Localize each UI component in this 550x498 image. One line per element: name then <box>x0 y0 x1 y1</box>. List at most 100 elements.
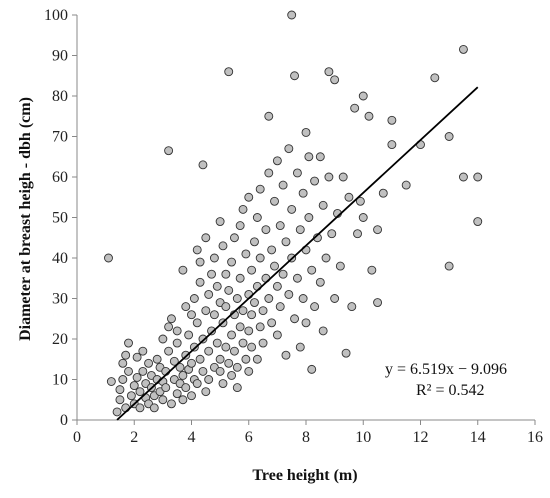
data-point <box>189 294 199 303</box>
data-point <box>112 407 122 417</box>
data-point <box>290 314 299 324</box>
data-point <box>275 302 285 312</box>
data-point <box>167 314 176 324</box>
data-point <box>106 377 116 386</box>
data-point <box>118 358 128 368</box>
data-point <box>132 352 142 362</box>
data-point <box>224 67 234 77</box>
data-point <box>387 140 397 150</box>
data-point <box>292 273 302 283</box>
data-point <box>212 281 222 291</box>
data-point <box>215 366 225 376</box>
data-point <box>172 326 182 336</box>
data-point <box>232 362 242 372</box>
data-point <box>215 217 225 227</box>
data-point <box>227 330 237 340</box>
data-point <box>301 318 311 328</box>
trendline-equation: y = 6.519x − 9.096 <box>385 361 507 378</box>
data-point <box>287 204 297 214</box>
data-point <box>181 302 191 312</box>
data-point <box>149 403 159 413</box>
y-tick-label: 90 <box>52 48 68 65</box>
y-tick-label: 40 <box>52 250 68 267</box>
data-point <box>272 330 282 340</box>
data-point <box>209 310 219 320</box>
y-tick-label: 50 <box>52 210 68 227</box>
data-point <box>444 261 454 271</box>
r-squared-label: R² = 0.542 <box>416 382 485 399</box>
y-tick-label: 60 <box>52 169 68 186</box>
data-point <box>172 389 182 399</box>
data-point <box>164 322 174 332</box>
data-point <box>227 257 237 267</box>
data-point <box>258 306 268 316</box>
data-point <box>247 265 257 275</box>
data-point <box>207 269 216 279</box>
data-point <box>204 375 214 384</box>
y-tick-label: 70 <box>52 129 68 146</box>
data-point <box>238 338 248 348</box>
data-point <box>315 152 325 162</box>
data-point <box>178 265 188 275</box>
data-point <box>244 366 254 376</box>
data-point <box>152 354 162 364</box>
data-point <box>324 172 334 182</box>
data-point <box>121 350 131 360</box>
data-point <box>252 281 262 291</box>
data-point <box>473 172 483 182</box>
data-point <box>252 213 262 222</box>
data-point <box>458 44 468 54</box>
data-point <box>290 71 299 81</box>
data-point <box>192 245 202 255</box>
data-point <box>158 334 168 344</box>
data-point <box>267 245 277 255</box>
data-point <box>232 294 242 303</box>
x-tick-label: 0 <box>73 429 81 446</box>
data-point <box>164 346 174 356</box>
data-point <box>158 395 168 405</box>
y-tick-label: 0 <box>60 412 68 429</box>
data-point <box>218 241 228 251</box>
data-point <box>207 326 216 336</box>
x-tick-label: 8 <box>302 429 310 446</box>
x-tick-label: 10 <box>355 429 371 446</box>
data-point <box>172 338 182 348</box>
data-point <box>129 381 139 391</box>
data-point <box>378 188 388 198</box>
data-point <box>318 326 328 336</box>
x-tick-label: 12 <box>413 429 429 446</box>
data-point <box>281 350 291 360</box>
data-point <box>195 354 205 364</box>
data-point <box>330 294 340 303</box>
data-point <box>195 257 205 267</box>
data-point <box>201 387 211 397</box>
data-point <box>221 302 231 312</box>
data-point <box>124 338 133 348</box>
data-point <box>304 213 314 222</box>
trendline <box>116 86 479 421</box>
data-point <box>270 261 279 271</box>
data-point <box>272 156 282 166</box>
data-point <box>238 204 248 214</box>
data-point <box>198 366 208 376</box>
data-point <box>169 356 179 366</box>
data-point <box>124 366 133 376</box>
data-point <box>187 310 196 320</box>
data-point <box>189 342 199 352</box>
trendline-layer <box>116 86 479 421</box>
data-point <box>353 229 362 239</box>
data-point <box>272 281 282 291</box>
y-tick-label: 20 <box>52 331 68 348</box>
data-point <box>350 103 360 113</box>
axes: 0 2 4 6 8 10 12 14 16 0 10 20 30 40 50 60 70 80 90 100 <box>44 7 543 446</box>
data-point <box>347 302 357 312</box>
data-point <box>224 358 234 368</box>
data-point <box>281 237 291 247</box>
data-point <box>229 233 239 243</box>
x-tick-label: 6 <box>245 429 253 446</box>
data-point <box>295 225 305 235</box>
data-point <box>318 200 328 210</box>
data-point <box>298 294 308 303</box>
